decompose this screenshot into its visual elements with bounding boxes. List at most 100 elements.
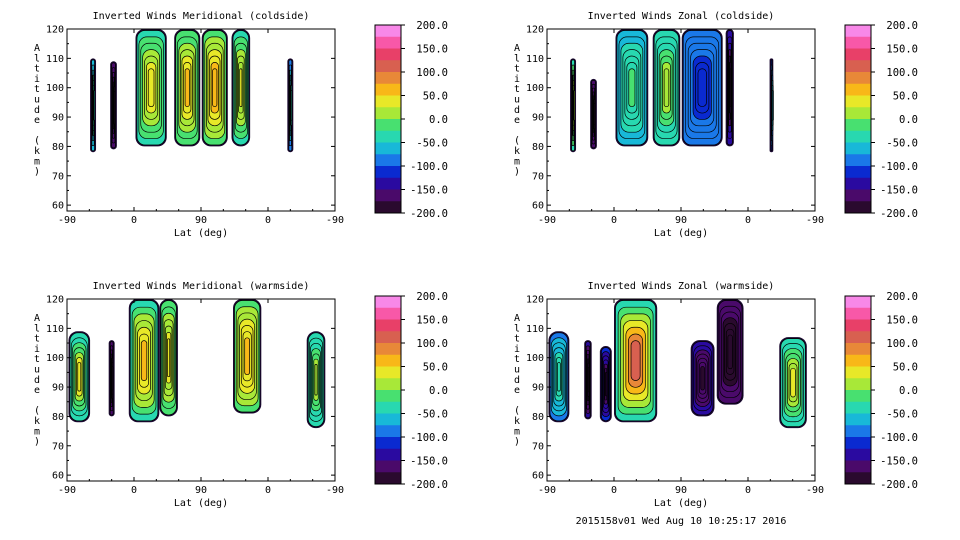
colorbar-swatch [375,296,401,309]
colorbar-swatch [375,107,401,120]
y-tick-label: 120 [526,25,544,36]
chart-title: Inverted Winds Meridional (warmside) [93,281,310,292]
colorbar-swatch [845,425,871,438]
chart-title: Inverted Winds Meridional (coldside) [93,11,310,22]
colorbar-tick-label: 100.0 [886,338,918,350]
contour-band [167,338,171,378]
y-tick-label: 110 [46,324,64,335]
colorbar-swatch [845,142,871,155]
colorbar-swatch [375,460,401,473]
colorbar-swatch [845,296,871,309]
colorbar-tick-label: 200.0 [416,291,448,303]
colorbar-swatch [845,48,871,61]
chart-panel-3: 120 110 100 90 80 70 60 -90 0 90 0 -90 Inverted Wind… [34,281,448,509]
y-tick-label: 70 [532,171,544,182]
x-tick-label: 0 [131,485,137,496]
colorbar-swatch [845,25,871,38]
contour-band [628,68,636,108]
contour-band [772,90,774,121]
colorbar-swatch [375,83,401,96]
plot-area [67,29,335,211]
colorbar-tick-label: -150.0 [880,456,918,468]
colorbar-swatch [375,119,401,132]
colorbar-swatch [845,401,871,414]
y-tick-label: 80 [532,412,544,423]
chart-title: Inverted Winds Zonal (coldside) [588,11,775,22]
x-tick-label: 90 [195,215,207,226]
plot-area [67,299,335,481]
colorbar-tick-label: -200.0 [410,208,448,220]
y-tick-label: 90 [52,383,64,394]
y-tick-label: 80 [52,412,64,423]
contour-band [588,367,590,393]
colorbar-swatch [845,72,871,85]
colorbar-swatch [845,331,871,344]
contour-band [697,68,707,108]
contour-band [77,362,82,392]
x-tick-label: 0 [265,485,271,496]
colorbar-tick-label: 0.0 [899,385,918,397]
colorbar-swatch [845,343,871,356]
colorbar-swatch [375,413,401,426]
colorbar-swatch [845,472,871,485]
colorbar-swatch [845,130,871,143]
x-tick-label: -90 [58,485,76,496]
y-tick-label: 60 [532,471,544,482]
colorbar-swatch [375,48,401,61]
contour-band [630,340,641,381]
y-tick-label: 110 [526,54,544,65]
contour-band [111,366,114,391]
colorbar-tick-label: 0.0 [429,385,448,397]
x-tick-label: 0 [745,215,751,226]
colorbar-swatch [375,36,401,49]
colorbar-swatch [845,319,871,332]
y-tick-label: 80 [532,142,544,153]
y-tick-label: 70 [52,441,64,452]
footer-timestamp: 2015158v01 Wed Aug 10 10:25:17 2016 [576,516,787,527]
colorbar-swatch [375,130,401,143]
colorbar-swatch [375,72,401,85]
colorbar-swatch [375,95,401,108]
colorbar-tick-label: 200.0 [416,20,448,32]
x-tick-label: 0 [611,485,617,496]
contour-band [140,340,148,381]
colorbar-tick-label: 50.0 [893,362,918,374]
chart-panel-1: 120 110 100 90 80 70 60 -90 0 90 0 -90 Inverted Wind… [34,11,448,239]
chart-title: Inverted Winds Zonal (warmside) [588,281,775,292]
y-tick-label: 120 [526,295,544,306]
colorbar-tick-label: -100.0 [410,161,448,173]
x-tick-label: 90 [675,485,687,496]
colorbar-tick-label: -200.0 [410,479,448,491]
chart-panel-4: 120 110 100 90 80 70 60 -90 0 90 0 -90 Inverted Wind… [514,281,918,509]
contour-band [212,68,218,108]
colorbar-swatch [845,166,871,179]
y-tick-label: 120 [46,295,64,306]
colorbar-tick-label: 200.0 [886,20,918,32]
colorbar-swatch [375,390,401,403]
x-tick-label: 0 [131,215,137,226]
colorbar-swatch [375,307,401,320]
colorbar-swatch [375,425,401,438]
colorbar-swatch [375,472,401,485]
colorbar-swatch [845,60,871,73]
x-tick-label: 90 [675,215,687,226]
x-axis-label: Lat (deg) [174,228,228,239]
contour-band [573,90,576,121]
colorbar-tick-label: -100.0 [880,432,918,444]
x-tick-label: -90 [326,485,344,496]
y-tick-label: 90 [532,383,544,394]
colorbar-tick-label: -100.0 [410,432,448,444]
contour-band [605,371,607,397]
colorbar-swatch [375,177,401,190]
contour-band [663,68,670,108]
colorbar-swatch [375,331,401,344]
colorbar-tick-label: 150.0 [886,44,918,56]
colorbar-tick-label: -200.0 [880,208,918,220]
colorbar: 200.0 150.0 100.0 50.0 0.0 -50.0 -100.0 -150.0 -… [844,291,918,491]
colorbar: 200.0 150.0 100.0 50.0 0.0 -50.0 -100.0 -150.0 -… [374,291,448,491]
colorbar-swatch [375,60,401,73]
